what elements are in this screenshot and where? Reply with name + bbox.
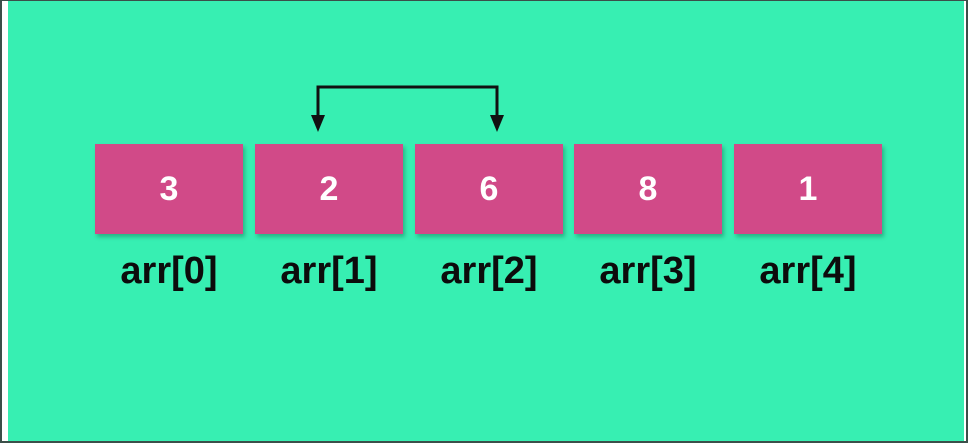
index-label-4: arr[4] <box>759 250 857 292</box>
array-cell-0: 3 <box>95 144 243 234</box>
cell-value-1: 2 <box>319 169 339 208</box>
array-cell-4: 1 <box>734 144 882 234</box>
cell-value-0: 3 <box>159 169 179 208</box>
index-label-0: arr[0] <box>120 250 218 292</box>
index-label-2: arr[2] <box>440 250 538 292</box>
index-label-1: arr[1] <box>280 250 378 292</box>
index-label-3: arr[3] <box>599 250 697 292</box>
array-cell-1: 2 <box>255 144 403 234</box>
array-cell-3: 8 <box>574 144 722 234</box>
array-cell-2: 6 <box>415 144 563 234</box>
cell-value-3: 8 <box>638 169 658 208</box>
cell-value-4: 1 <box>798 169 818 208</box>
cell-value-2: 6 <box>479 169 499 208</box>
